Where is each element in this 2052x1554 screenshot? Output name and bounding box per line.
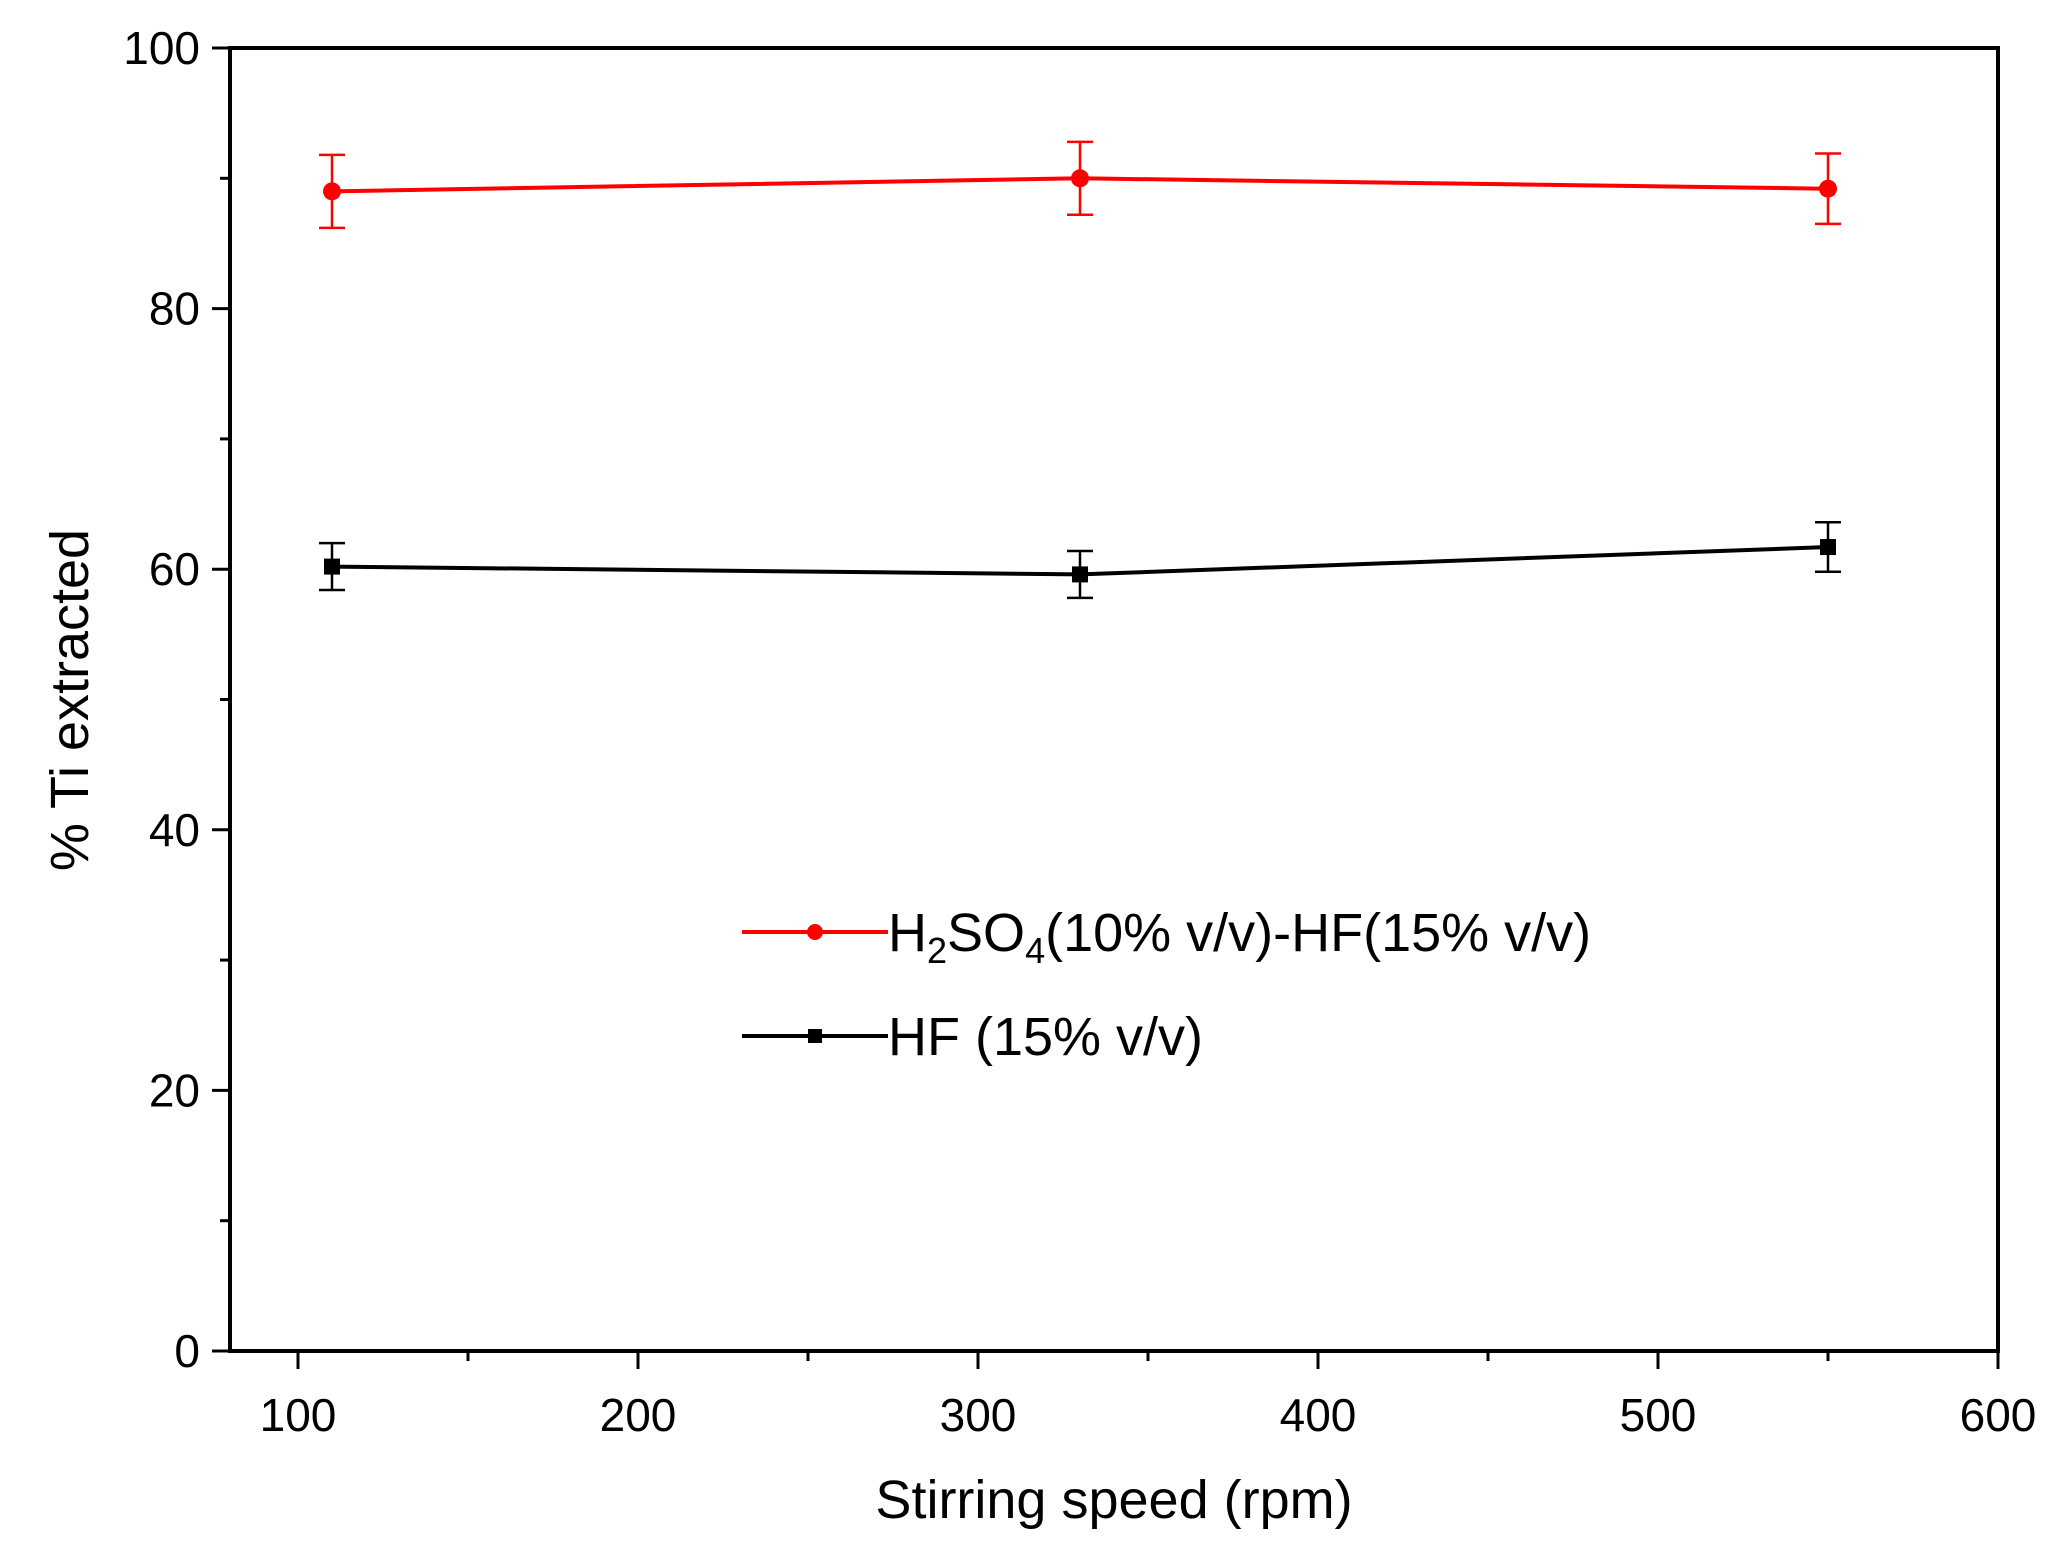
legend-marker [807, 924, 823, 940]
data-point [1820, 539, 1836, 556]
legend-label: HF (15% v/v) [888, 1007, 1203, 1067]
y-axis: 0 20 40 60 80 100 [123, 22, 230, 1377]
data-point [1072, 566, 1088, 583]
minor-ticks [220, 176, 1830, 1361]
y-tick-label: 60 [149, 543, 200, 595]
y-tick-label: 40 [149, 804, 200, 856]
x-tick-label: 300 [940, 1389, 1017, 1441]
legend-entry: HF (15% v/v) [742, 1007, 1203, 1067]
legend-text-part: SO [947, 903, 1025, 963]
y-axis-title: % Ti extracted [40, 529, 100, 871]
y-tick-label: 100 [123, 22, 200, 74]
legend: H2SO4(10% v/v)-HF(15% v/v) HF (15% v/v) [742, 903, 1591, 1067]
legend-entry: H2SO4(10% v/v)-HF(15% v/v) [742, 903, 1591, 971]
x-tick-label: 200 [600, 1389, 677, 1441]
y-tick-label: 20 [149, 1064, 200, 1116]
y-tick-label: 0 [174, 1325, 200, 1377]
legend-label: H2SO4(10% v/v)-HF(15% v/v) [888, 903, 1591, 971]
legend-text-part: (10% v/v)-HF(15% v/v) [1045, 903, 1591, 963]
x-axis-title: Stirring speed (rpm) [875, 1470, 1352, 1530]
x-tick-label: 100 [260, 1389, 337, 1441]
x-tick-label: 400 [1280, 1389, 1357, 1441]
legend-text-part: H [888, 903, 927, 963]
data-point [1071, 169, 1089, 188]
legend-subscript: 2 [927, 930, 947, 971]
plot-frame [228, 46, 2000, 1353]
data-point [1819, 179, 1837, 198]
x-tick-label: 500 [1620, 1389, 1697, 1441]
series-h2so4-hf [319, 140, 1841, 230]
data-point [324, 558, 340, 575]
legend-text-part: HF (15% v/v) [888, 1007, 1203, 1067]
legend-marker [808, 1029, 822, 1043]
series-layer [319, 140, 1841, 600]
data-point [323, 182, 341, 201]
legend-subscript: 4 [1025, 930, 1045, 971]
x-axis: 100 200 300 400 500 600 [260, 1351, 2037, 1441]
series-hf [319, 521, 1841, 600]
x-tick-label: 600 [1960, 1389, 2037, 1441]
y-tick-label: 80 [149, 283, 200, 335]
